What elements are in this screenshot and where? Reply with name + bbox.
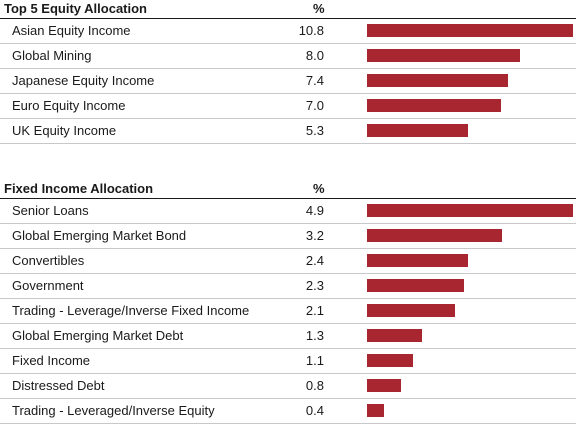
value-label: 0.4: [305, 403, 324, 418]
value-label: 2.1: [305, 303, 324, 318]
category-label: Asian Equity Income: [12, 23, 131, 38]
fixed-income-rows: Senior Loans 4.9 Global Emerging Market Bo…: [0, 199, 576, 424]
table-row: Convertibles 2.4: [0, 249, 576, 274]
category-label: Global Mining: [12, 48, 92, 63]
bar: [367, 204, 573, 217]
table-row: Japanese Equity Income 7.4: [0, 69, 576, 94]
value-label: 2.3: [305, 278, 324, 293]
value-label: 7.0: [305, 98, 324, 113]
equity-percent-header: %: [313, 1, 325, 16]
bar: [367, 329, 422, 342]
value-label: 10.8: [298, 23, 324, 38]
value-label: 0.8: [305, 378, 324, 393]
bar: [367, 379, 401, 392]
bar: [367, 354, 414, 367]
table-row: Government 2.3: [0, 274, 576, 299]
bar: [367, 99, 501, 112]
equity-rows: Asian Equity Income 10.8 Global Mining 8.0 J…: [0, 19, 576, 144]
table-row: UK Equity Income 5.3: [0, 119, 576, 144]
category-label: Distressed Debt: [12, 378, 105, 393]
bar: [367, 74, 509, 87]
category-label: Government: [12, 278, 84, 293]
value-label: 8.0: [305, 48, 324, 63]
bar: [367, 404, 384, 417]
value-label: 5.3: [305, 123, 324, 138]
category-label: Trading - Leverage/Inverse Fixed Income: [12, 303, 250, 318]
table-row: Distressed Debt 0.8: [0, 374, 576, 399]
bar: [367, 49, 520, 62]
bar: [367, 254, 468, 267]
bar: [367, 124, 469, 137]
table-row: Trading - Leveraged/Inverse Equity 0.4: [0, 399, 576, 424]
category-label: UK Equity Income: [12, 123, 117, 138]
fixed-income-percent-header: %: [313, 181, 325, 196]
category-label: Global Emerging Market Bond: [12, 228, 187, 243]
equity-allocation-header: Top 5 Equity Allocation %: [0, 0, 576, 19]
category-label: Euro Equity Income: [12, 98, 126, 113]
table-row: Trading - Leverage/Inverse Fixed Income 2…: [0, 299, 576, 324]
value-label: 1.3: [305, 328, 324, 343]
table-row: Global Emerging Market Debt 1.3: [0, 324, 576, 349]
table-row: Global Emerging Market Bond 3.2: [0, 224, 576, 249]
equity-allocation-section: Top 5 Equity Allocation % Asian Equity I…: [0, 0, 576, 144]
table-row: Senior Loans 4.9: [0, 199, 576, 224]
category-label: Fixed Income: [12, 353, 91, 368]
category-label: Senior Loans: [12, 203, 89, 218]
bar: [367, 229, 502, 242]
bar: [367, 279, 464, 292]
fixed-income-allocation-title: Fixed Income Allocation: [4, 181, 154, 196]
category-label: Japanese Equity Income: [12, 73, 155, 88]
category-label: Trading - Leveraged/Inverse Equity: [12, 403, 215, 418]
value-label: 4.9: [305, 203, 324, 218]
table-row: Asian Equity Income 10.8: [0, 19, 576, 44]
category-label: Global Emerging Market Debt: [12, 328, 184, 343]
bar: [367, 24, 573, 37]
value-label: 7.4: [305, 73, 324, 88]
equity-allocation-title: Top 5 Equity Allocation: [4, 1, 147, 16]
value-label: 1.1: [305, 353, 324, 368]
bar: [367, 304, 456, 317]
fixed-income-allocation-header: Fixed Income Allocation %: [0, 180, 576, 199]
value-label: 3.2: [305, 228, 324, 243]
table-row: Fixed Income 1.1: [0, 349, 576, 374]
value-label: 2.4: [305, 253, 324, 268]
table-row: Global Mining 8.0: [0, 44, 576, 69]
table-row: Euro Equity Income 7.0: [0, 94, 576, 119]
category-label: Convertibles: [12, 253, 85, 268]
fixed-income-allocation-section: Fixed Income Allocation % Senior Loans 4.…: [0, 180, 576, 424]
